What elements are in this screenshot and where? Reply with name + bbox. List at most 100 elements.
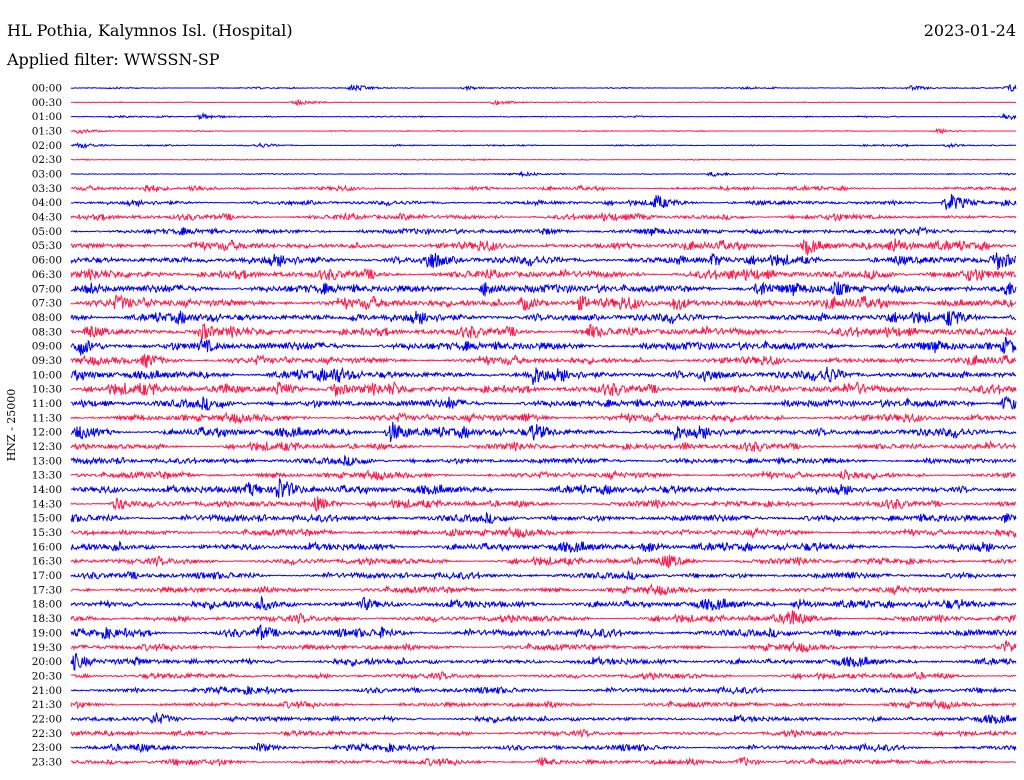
time-tick-label: 22:00	[32, 713, 62, 725]
time-tick-label: 23:30	[32, 756, 62, 768]
time-tick-label: 15:00	[32, 513, 62, 525]
trace-2330	[70, 756, 1017, 767]
time-tick-label: 18:00	[32, 599, 62, 611]
trace-0930	[70, 353, 1017, 369]
trace-0600	[70, 252, 1017, 270]
trace-2000	[70, 652, 1017, 671]
trace-1200	[70, 421, 1017, 442]
trace-1330	[70, 469, 1017, 481]
time-tick-label: 21:30	[32, 699, 62, 711]
time-tick-label: 05:00	[32, 226, 62, 238]
trace-1630	[70, 554, 1017, 569]
time-tick-label: 19:00	[32, 627, 62, 639]
trace-0300	[70, 170, 1016, 178]
time-tick-label: 13:30	[32, 470, 62, 482]
trace-1030	[70, 380, 1017, 397]
time-tick-label: 15:30	[32, 527, 62, 539]
trace-0630	[70, 267, 1017, 282]
time-tick-label: 21:00	[32, 685, 62, 697]
trace-1400	[70, 478, 1017, 499]
trace-1530	[70, 526, 1017, 539]
filter-label: Applied filter: WWSSN-SP	[6, 50, 220, 69]
trace-2130	[70, 698, 1017, 711]
trace-1500	[70, 511, 1017, 524]
time-tick-label: 18:30	[32, 613, 62, 625]
channel-axis-label: HNZ - 25000	[5, 389, 18, 462]
trace-2100	[70, 685, 1017, 696]
trace-1700	[70, 570, 1017, 581]
time-tick-label: 01:30	[32, 126, 62, 138]
trace-1930	[70, 640, 1017, 654]
time-tick-label: 16:30	[32, 556, 62, 568]
trace-0200	[70, 141, 1017, 150]
trace-0500	[70, 226, 1017, 237]
time-tick-label: 19:30	[32, 642, 62, 654]
time-tick-label: 03:00	[32, 169, 62, 181]
trace-1230	[70, 440, 1017, 452]
trace-0400	[70, 194, 1017, 210]
trace-lines	[70, 83, 1017, 767]
time-tick-label: 12:30	[32, 441, 62, 453]
time-tick-label: 23:00	[32, 742, 62, 754]
trace-0830	[71, 323, 1017, 340]
time-tick-label: 00:00	[32, 83, 62, 95]
trace-0130	[70, 127, 1017, 135]
time-tick-label: 11:00	[32, 398, 62, 410]
time-tick-label: 14:30	[32, 498, 62, 510]
time-tick-label: 06:00	[32, 255, 62, 267]
time-tick-label: 06:30	[32, 269, 62, 281]
trace-1900	[70, 624, 1017, 640]
time-tick-label: 07:30	[32, 298, 62, 310]
date-label: 2023-01-24	[924, 21, 1016, 40]
trace-1300	[70, 454, 1017, 467]
time-tick-label: 02:00	[32, 140, 62, 152]
time-tick-label: 03:30	[32, 183, 62, 195]
time-tick-label: 01:00	[32, 111, 62, 123]
time-tick-label: 10:30	[32, 384, 62, 396]
trace-2230	[70, 728, 1017, 739]
time-tick-label: 04:00	[32, 197, 62, 209]
time-tick-label: 11:30	[32, 412, 62, 424]
trace-0530	[70, 238, 1017, 257]
trace-1800	[70, 595, 1017, 612]
trace-0000	[70, 83, 1017, 92]
trace-2200	[70, 712, 1017, 725]
time-tick-label: 16:00	[32, 541, 62, 553]
trace-0700	[70, 281, 1017, 297]
trace-0030	[70, 99, 1017, 106]
time-tick-label: 02:30	[32, 154, 62, 166]
time-tick-label: 12:00	[32, 427, 62, 439]
trace-1100	[70, 395, 1017, 411]
time-tick-label: 17:00	[32, 570, 62, 582]
station-title: HL Pothia, Kalymnos Isl. (Hospital)	[7, 21, 293, 40]
trace-0230	[70, 158, 1017, 162]
time-tick-label: 04:30	[32, 212, 62, 224]
time-tick-label: 22:30	[32, 728, 62, 740]
trace-0730	[70, 294, 1017, 311]
trace-1730	[70, 582, 1017, 597]
time-tick-label: 07:00	[32, 283, 62, 295]
trace-2030	[70, 671, 1017, 682]
trace-0100	[70, 111, 1017, 121]
time-tick-label: 00:30	[32, 97, 62, 109]
trace-0800	[70, 310, 1017, 327]
time-tick-label: 09:30	[32, 355, 62, 367]
trace-0430	[70, 211, 1017, 222]
trace-1600	[70, 540, 1017, 554]
time-tick-label: 14:00	[32, 484, 62, 496]
time-tick-label: 05:30	[32, 240, 62, 252]
trace-0330	[70, 184, 1017, 193]
time-tick-label: 20:30	[32, 670, 62, 682]
trace-1130	[70, 411, 1017, 424]
trace-1000	[70, 366, 1017, 385]
time-tick-label: 17:30	[32, 584, 62, 596]
trace-1430	[70, 496, 1017, 512]
time-tick-label: 10:00	[32, 369, 62, 381]
trace-0900	[70, 336, 1017, 356]
time-tick-label: 08:00	[32, 312, 62, 324]
time-tick-label: 13:00	[32, 455, 62, 467]
time-tick-label: 09:00	[32, 341, 62, 353]
trace-1830	[70, 610, 1017, 626]
time-tick-label: 20:00	[32, 656, 62, 668]
time-tick-label: 08:30	[32, 326, 62, 338]
